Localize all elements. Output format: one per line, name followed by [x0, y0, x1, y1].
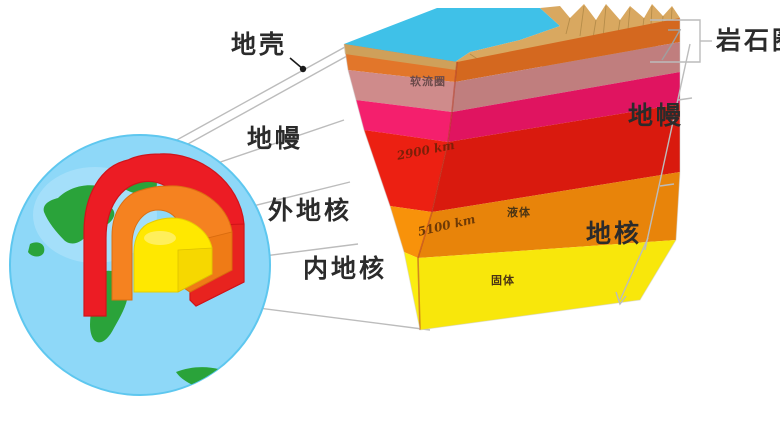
- label-asthenosphere: 软流圈: [410, 75, 446, 88]
- layer-upper-mantle-left: [356, 100, 452, 142]
- layer-crust-right: [455, 18, 680, 82]
- layer-outer-core-right: [418, 172, 680, 258]
- label-inner-core: 内地核: [303, 254, 388, 283]
- wedge-outline: [343, 18, 681, 331]
- wedge-ocean-surface: [344, 8, 560, 62]
- layer-upper-mantle-right: [448, 72, 680, 142]
- globe-graphic: [9, 134, 271, 396]
- tick-mantle-top: [677, 97, 693, 101]
- label-lithosphere: 岩石圈: [716, 26, 780, 55]
- label-outer-core: 外地核: [268, 196, 353, 225]
- wedge-graphic: [343, 4, 681, 331]
- arrow-core: [615, 291, 627, 306]
- layer-lower-mantle-left: [364, 130, 448, 212]
- tick-mantle-bottom: [659, 183, 675, 187]
- layer-asthenosphere-left: [348, 70, 455, 112]
- leader-mantle-right: [644, 43, 691, 251]
- label-solid: 固体: [491, 274, 515, 287]
- label-mantle-left: 地幔: [247, 124, 304, 153]
- label-mantle-right: 地幔: [628, 101, 685, 130]
- label-liquid: 液体: [507, 206, 531, 219]
- label-crust: 地壳: [231, 30, 288, 59]
- leader-core-right: [619, 237, 649, 301]
- layer-sediment-left: [344, 44, 457, 70]
- right-brackets: [615, 19, 712, 306]
- layer-inner-core-right: [418, 240, 676, 330]
- wedge-center-crease: [417, 61, 458, 331]
- globe-cutaway: [83, 153, 245, 317]
- bracket-lithosphere-pointer: [661, 29, 682, 61]
- label-core: 地核: [586, 219, 643, 248]
- layer-lower-mantle-right: [432, 104, 680, 212]
- crust-pointer-arrow: [289, 57, 304, 70]
- layer-asthenosphere-right: [452, 42, 680, 112]
